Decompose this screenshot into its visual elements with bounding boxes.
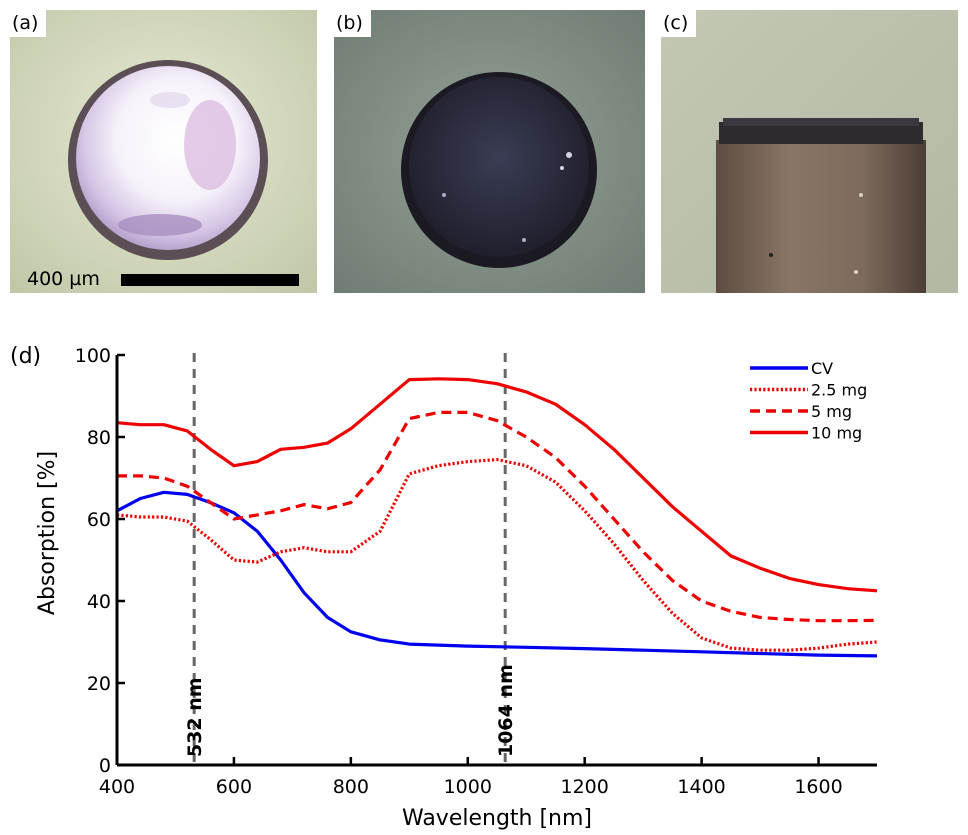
x-axis-label: Wavelength [nm] (402, 806, 592, 831)
polished-sample-image (10, 10, 317, 293)
x-tick-label: 1000 (444, 776, 492, 798)
legend: CV 2.5 mg 5 mg 10 mg (750, 359, 867, 443)
photo-panel-a (10, 10, 317, 293)
wavelength-guides: 532 nm 1064 nm (184, 353, 517, 765)
coated-sample-top-image (334, 10, 645, 293)
y-tick-label: 100 (75, 345, 111, 367)
absorption-chart: 532 nm 1064 nm 400 600 800 1000 1200 1400 1600 0… (35, 345, 878, 831)
panel-label-a: (a) (10, 10, 47, 37)
scale-bar (121, 274, 299, 286)
series-line-5-mg (117, 410, 878, 623)
series-line-cv (116, 490, 878, 658)
series-line-2-5-mg (116, 458, 878, 652)
photo-panel-c (661, 10, 958, 293)
legend-label: 5 mg (811, 402, 852, 421)
y-tick-label: 20 (87, 673, 111, 695)
panel-label-c: (c) (661, 10, 697, 37)
legend-label: 10 mg (811, 424, 862, 443)
series-line-10-mg (116, 377, 878, 593)
coated-sample-side-image (661, 10, 958, 293)
axes: 400 600 800 1000 1200 1400 1600 0 20 40 60 80 100 (75, 345, 877, 798)
x-tick-label: 400 (99, 776, 135, 798)
guide-label-532: 532 nm (184, 677, 206, 757)
y-tick-label: 40 (87, 591, 111, 613)
legend-label: CV (811, 359, 833, 378)
guide-label-1064: 1064 nm (495, 664, 517, 757)
x-tick-label: 600 (216, 776, 252, 798)
x-tick-label: 1600 (794, 776, 842, 798)
y-axis-label: Absorption [%] (35, 451, 60, 615)
photo-panel-b (334, 10, 645, 293)
scale-bar-label: 400 µm (27, 268, 100, 290)
y-tick-label: 60 (87, 509, 111, 531)
x-tick-label: 800 (333, 776, 369, 798)
panel-label-d: (d) (10, 344, 42, 369)
legend-label: 2.5 mg (811, 381, 867, 400)
y-tick-label: 80 (87, 427, 111, 449)
x-tick-label: 1200 (561, 776, 609, 798)
panel-label-b: (b) (334, 10, 371, 37)
x-tick-label: 1400 (677, 776, 725, 798)
y-tick-label: 0 (99, 755, 111, 777)
series-lines (116, 377, 878, 658)
